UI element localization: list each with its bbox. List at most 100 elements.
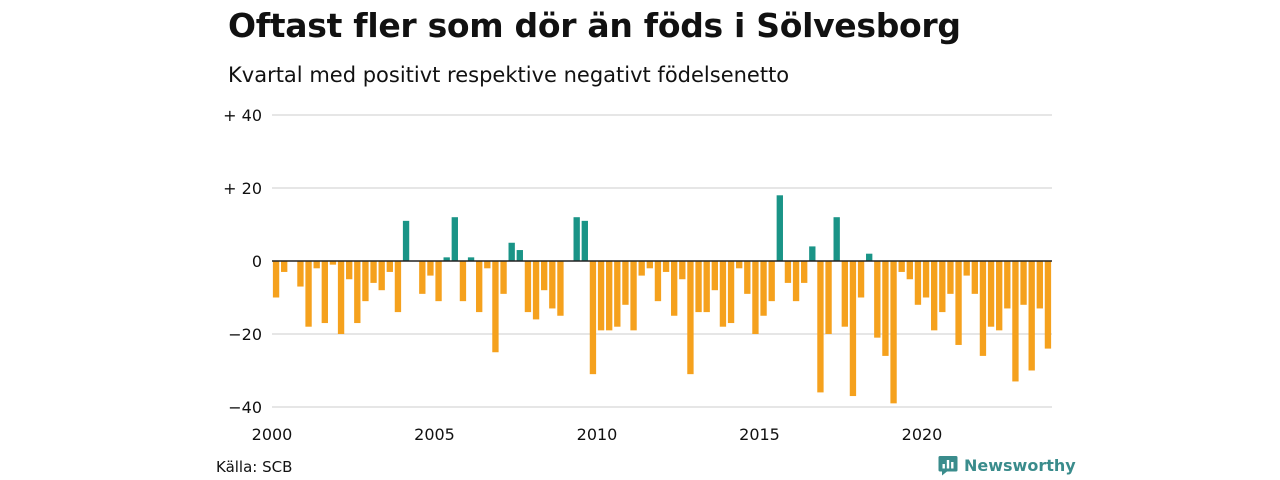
bar-negative xyxy=(346,261,353,280)
bar-negative xyxy=(971,261,978,294)
bar-negative xyxy=(541,261,548,291)
newsworthy-logo[interactable]: Newsworthy xyxy=(938,455,1076,476)
bar-positive xyxy=(402,220,410,261)
bar-negative xyxy=(476,261,483,313)
bar-negative xyxy=(394,261,402,313)
bar-negative xyxy=(1020,261,1027,305)
bar-positive xyxy=(573,217,580,261)
bar-negative xyxy=(313,261,320,269)
y-tick-label: −40 xyxy=(228,398,262,417)
y-tick-label: + 40 xyxy=(223,106,262,125)
bar-negative xyxy=(272,261,280,298)
bar-negative xyxy=(532,261,540,320)
bar-negative xyxy=(654,261,662,302)
bar-negative xyxy=(1036,261,1043,309)
bar-negative xyxy=(378,261,385,291)
bar-negative xyxy=(987,261,995,327)
bar-negative xyxy=(622,261,629,305)
bar-negative xyxy=(435,261,442,302)
x-tick-label: 2015 xyxy=(739,425,780,444)
bar-negative xyxy=(419,261,426,294)
bar-positive xyxy=(581,220,588,261)
bar-negative xyxy=(947,261,954,294)
grid-lines xyxy=(272,114,1052,408)
bar-negative xyxy=(370,261,377,283)
bar-negative xyxy=(646,261,653,269)
bar-negative xyxy=(687,261,694,375)
bar-negative xyxy=(825,261,832,334)
y-axis-labels: + 40 + 20 0 −20 −40 xyxy=(223,106,262,417)
x-tick-label: 2020 xyxy=(902,425,943,444)
x-tick-label: 2000 xyxy=(252,425,293,444)
bar-negative xyxy=(979,261,987,356)
bar-negative xyxy=(1028,261,1035,371)
bar-negative xyxy=(784,261,792,283)
bar-negative xyxy=(427,261,434,276)
source-note: Källa: SCB xyxy=(216,458,293,476)
bar-negative xyxy=(321,261,328,324)
bar-negative xyxy=(671,261,678,316)
bar-negative xyxy=(817,261,824,393)
y-tick-label: + 20 xyxy=(223,179,262,198)
bar-positive xyxy=(866,253,873,261)
y-tick-label: −20 xyxy=(228,325,262,344)
bar-negative xyxy=(557,261,564,316)
bar-negative xyxy=(760,261,767,316)
bar-positive xyxy=(809,246,816,261)
bar-negative xyxy=(703,261,710,313)
bar-negative xyxy=(744,261,751,294)
newsworthy-icon xyxy=(938,456,958,476)
bar-positive xyxy=(467,257,475,261)
bar-negative xyxy=(695,261,702,313)
bar-negative xyxy=(955,261,962,345)
brand-name: Newsworthy xyxy=(964,456,1076,475)
bar-negative xyxy=(711,261,718,291)
bar-negative xyxy=(768,261,775,302)
bar-positive xyxy=(451,217,458,261)
bar-negative xyxy=(362,261,369,302)
bar-negative xyxy=(1012,261,1019,382)
bar-negative xyxy=(662,261,670,272)
x-axis-labels: 2000 2005 2010 2015 2020 xyxy=(252,425,943,444)
bar-negative xyxy=(386,261,393,272)
bar-positive xyxy=(833,217,840,261)
bar-negative xyxy=(882,261,889,356)
bar-negative xyxy=(752,261,759,334)
bar-negative xyxy=(792,261,800,302)
bar-negative xyxy=(492,261,499,353)
bar-negative xyxy=(922,261,930,298)
chart-title: Oftast fler som dör än föds i Sölvesborg xyxy=(228,6,961,45)
bar-negative xyxy=(500,261,507,294)
x-tick-label: 2010 xyxy=(577,425,618,444)
bar-negative xyxy=(630,261,637,331)
bar-negative xyxy=(890,261,897,404)
x-tick-label: 2005 xyxy=(414,425,455,444)
bar-negative xyxy=(329,261,337,265)
bar-negative xyxy=(996,261,1003,331)
bar-negative xyxy=(597,261,605,331)
bar-negative xyxy=(719,261,727,327)
bar-negative xyxy=(963,261,970,276)
bar-negative xyxy=(914,261,922,305)
chart-subtitle: Kvartal med positivt respektive negativt… xyxy=(228,63,790,87)
bar-negative xyxy=(898,261,905,272)
bar-negative xyxy=(939,261,946,313)
bar-negative xyxy=(1044,261,1052,349)
bar-negative xyxy=(459,261,467,302)
bar-negative xyxy=(801,261,808,283)
bar-negative xyxy=(337,261,345,334)
bar-negative xyxy=(606,261,613,331)
bar-negative xyxy=(281,261,288,272)
bar-positive xyxy=(443,257,450,261)
bar-negative xyxy=(638,261,645,276)
bar-negative xyxy=(736,261,743,269)
bar-negative xyxy=(589,261,597,375)
bar-negative xyxy=(906,261,913,280)
bars xyxy=(272,195,1052,404)
bar-positive xyxy=(508,242,515,261)
bar-negative xyxy=(849,261,857,397)
bar-negative xyxy=(614,261,621,327)
bar-negative xyxy=(297,261,304,287)
bar-negative xyxy=(305,261,312,327)
